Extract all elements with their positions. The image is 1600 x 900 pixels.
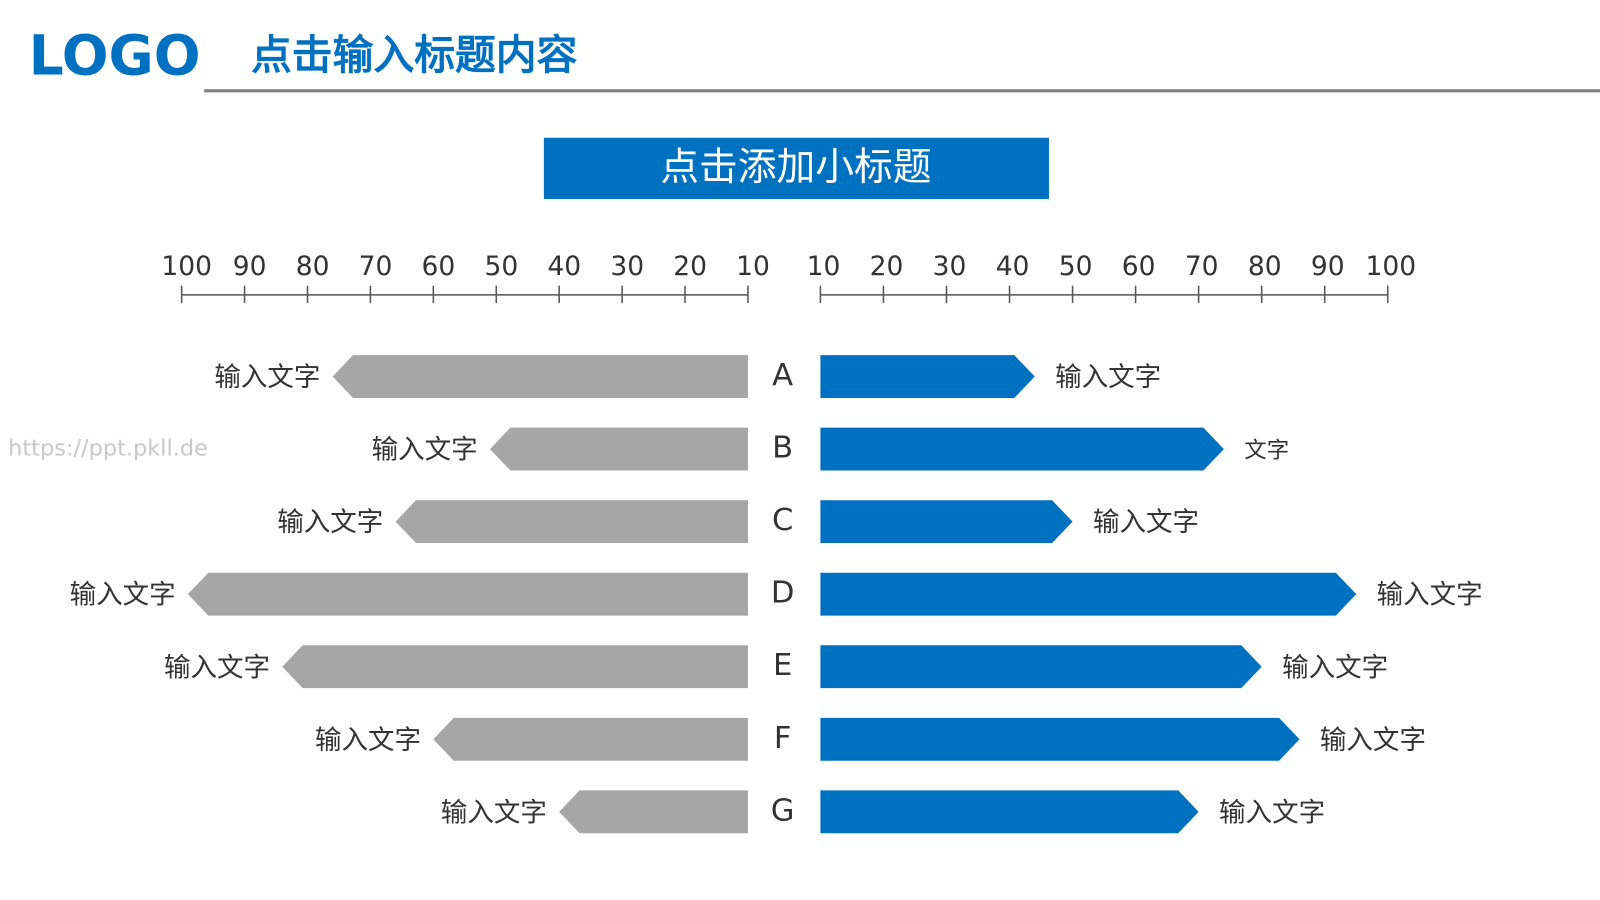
x-tick-label: 30 — [610, 251, 644, 282]
x-tick-label: 10 — [736, 251, 770, 282]
bar — [820, 790, 1199, 834]
bar-label: 输入文字 — [1219, 797, 1325, 828]
category-label: B — [772, 431, 793, 466]
x-tick-label: 20 — [673, 251, 707, 282]
x-tick-label: 50 — [1059, 251, 1093, 282]
category-label: A — [772, 358, 793, 393]
bar-label: 输入文字 — [315, 725, 421, 756]
x-tick-label: 90 — [1311, 251, 1345, 282]
bar-label: 输入文字 — [164, 652, 270, 683]
bar — [187, 572, 748, 616]
bar — [820, 500, 1073, 544]
bar — [282, 645, 748, 689]
bar-label: 输入文字 — [372, 435, 478, 466]
x-tick-label: 60 — [422, 251, 456, 282]
bar — [820, 645, 1262, 689]
bar-label: 输入文字 — [1093, 507, 1199, 538]
category-label: E — [773, 648, 792, 683]
x-tick-label: 70 — [1185, 251, 1219, 282]
page-title: 点击输入标题内容 — [251, 31, 578, 79]
x-tick-label: 70 — [359, 251, 393, 282]
bar — [820, 427, 1224, 471]
bar-label: 文字 — [1244, 438, 1289, 464]
x-tick-label: 100 — [161, 251, 212, 282]
bar — [820, 355, 1035, 398]
subtitle: 点击添加小标题 — [660, 145, 931, 190]
category-label: C — [772, 503, 793, 538]
logo: LOGO — [29, 23, 201, 87]
bar-label: 输入文字 — [1320, 725, 1426, 756]
x-tick-label: 80 — [1248, 251, 1282, 282]
bar-label: 输入文字 — [214, 362, 320, 393]
watermark: https://ppt.pkll.de — [8, 435, 208, 461]
bar-label: 输入文字 — [1377, 580, 1483, 611]
bar-label: 输入文字 — [70, 580, 176, 611]
category-label: F — [774, 721, 792, 756]
x-tick-label: 10 — [807, 251, 841, 282]
category-label: D — [771, 576, 795, 611]
x-tick-label: 30 — [933, 251, 967, 282]
content: LOGO 点击输入标题内容 点击添加小标题 https://ppt.pkll.d… — [8, 23, 1600, 834]
x-tick-label: 40 — [996, 251, 1030, 282]
x-tick-label: 100 — [1365, 251, 1416, 282]
bar — [820, 572, 1357, 616]
x-tick-label: 40 — [547, 251, 581, 282]
x-tick-label: 60 — [1122, 251, 1156, 282]
bar — [489, 427, 748, 471]
subtitle-box — [543, 137, 1049, 199]
x-tick-label: 20 — [870, 251, 904, 282]
x-tick-label: 80 — [296, 251, 330, 282]
bar — [820, 717, 1300, 761]
bar — [332, 355, 748, 398]
x-tick-label: 50 — [484, 251, 518, 282]
bar-label: 输入文字 — [1055, 362, 1161, 393]
bar — [559, 790, 748, 834]
x-tick-label: 90 — [233, 251, 267, 282]
bar-label: 输入文字 — [277, 507, 383, 538]
bar-label: 输入文字 — [441, 797, 547, 828]
bar-label: 输入文字 — [1282, 652, 1388, 683]
bar — [433, 717, 748, 761]
category-label: G — [771, 793, 795, 828]
bar — [395, 500, 748, 544]
